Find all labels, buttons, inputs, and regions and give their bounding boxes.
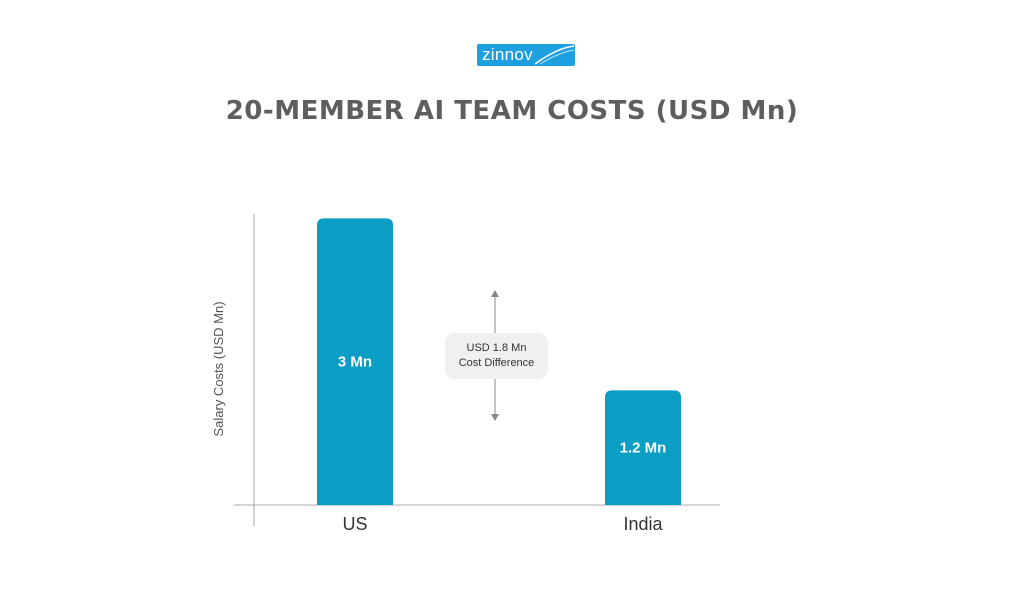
x-tick-label: US bbox=[342, 514, 367, 534]
zinnov-logo: zinnov bbox=[477, 44, 575, 66]
arrow-head-up-icon bbox=[491, 290, 499, 297]
bar-us bbox=[317, 218, 393, 506]
bar-value-label: 1.2 Mn bbox=[620, 440, 667, 457]
annotation-line-2: Cost Difference bbox=[458, 357, 535, 369]
bar-value-label: 3 Mn bbox=[338, 354, 372, 371]
logo-text: zinnov bbox=[482, 45, 533, 64]
annotation-line-1: USD 1.8 Mn bbox=[466, 342, 527, 354]
bars-group: 3 Mn US 1.2 Mn India bbox=[317, 218, 681, 534]
difference-arrow bbox=[491, 290, 499, 421]
x-tick-label: India bbox=[623, 514, 663, 534]
arrow-head-down-icon bbox=[491, 414, 499, 421]
chart-title: 20-MEMBER AI TEAM COSTS (USD Mn) bbox=[225, 96, 799, 126]
cost-difference-annotation: USD 1.8 Mn Cost Difference bbox=[445, 333, 548, 379]
y-axis-label: Salary Costs (USD Mn) bbox=[211, 301, 226, 436]
bar-india bbox=[605, 390, 681, 505]
logo-swoosh-icon bbox=[534, 45, 575, 65]
